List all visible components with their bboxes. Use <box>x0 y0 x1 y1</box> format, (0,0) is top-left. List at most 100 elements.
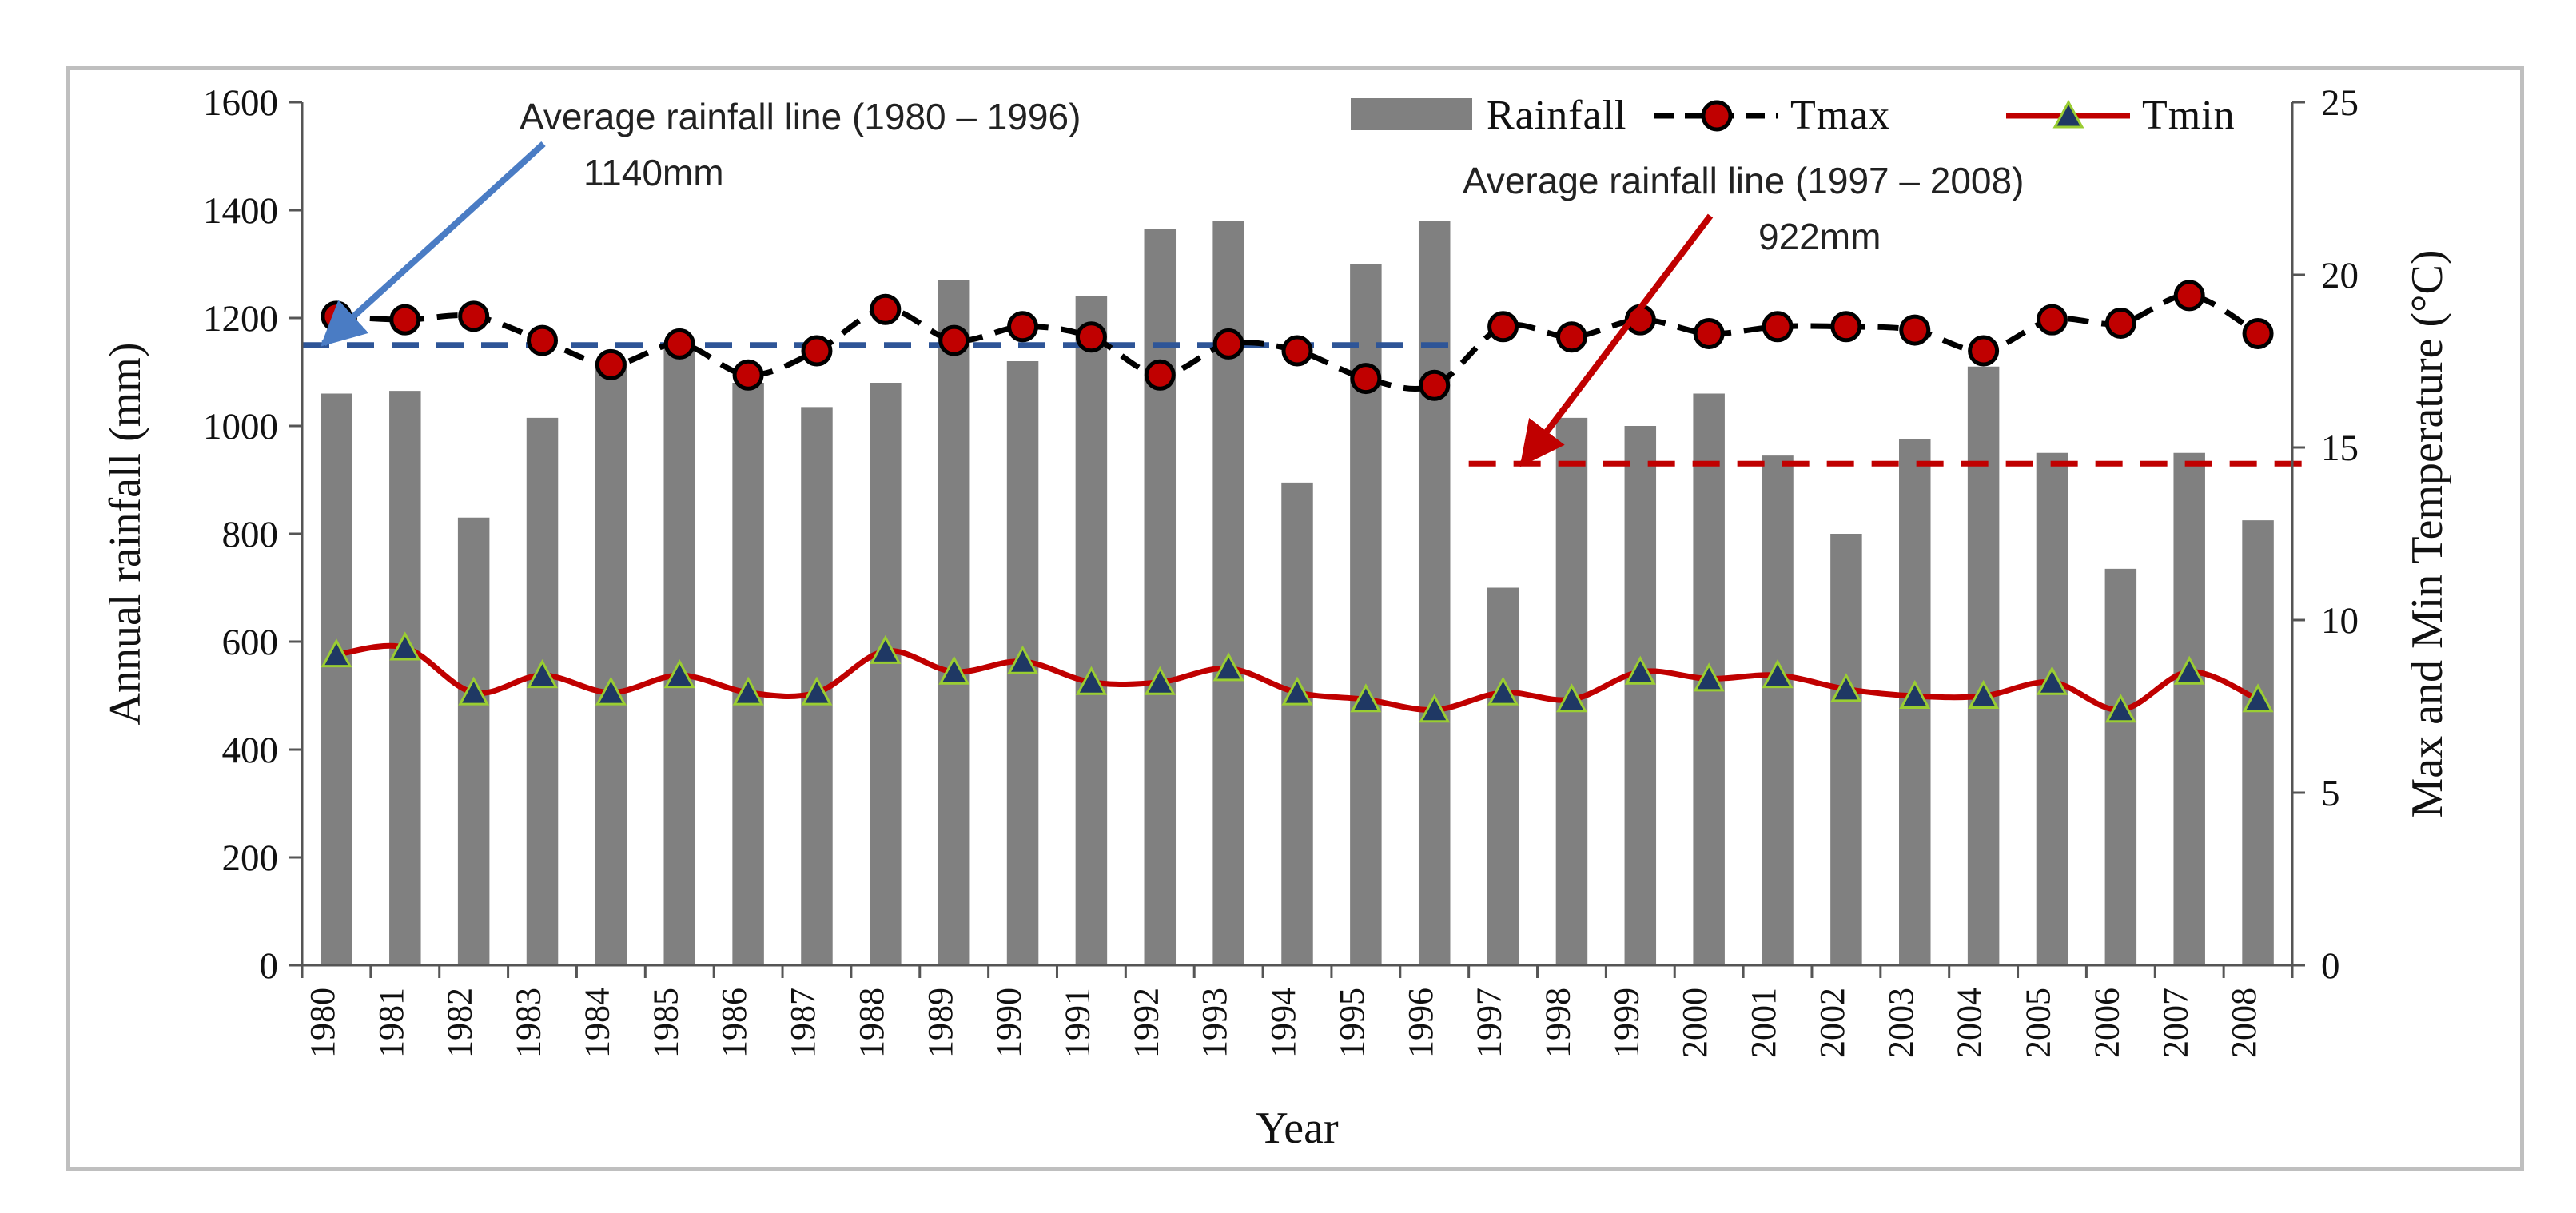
rainfall-bar <box>870 383 902 965</box>
x-tick-label: 2006 <box>2087 988 2126 1058</box>
rainfall-bar <box>457 517 490 965</box>
tmax-point <box>2173 280 2205 312</box>
tmax-point <box>1762 311 1794 343</box>
x-tick-label: 1986 <box>715 988 754 1058</box>
x-tick-label: 1993 <box>1195 988 1234 1058</box>
tmin-point <box>801 676 833 706</box>
tmax-point <box>1075 321 1107 353</box>
tmin-point <box>1624 655 1656 685</box>
x-tick-label: 1989 <box>921 988 960 1058</box>
right-y-tick-label: 10 <box>2321 600 2359 642</box>
tmax-point <box>527 324 559 356</box>
left-y-tick-label: 1200 <box>203 298 278 340</box>
x-tick-label: 1985 <box>646 988 685 1058</box>
tmax-point <box>801 335 833 367</box>
tmax-point <box>595 348 627 380</box>
x-tick-label: 2004 <box>1950 988 1989 1058</box>
x-tick-label: 1988 <box>852 988 891 1058</box>
tmax-point <box>389 304 421 336</box>
x-tick-label: 1991 <box>1057 988 1097 1058</box>
tmin-point <box>2104 694 2136 723</box>
tmin-point <box>2242 683 2274 713</box>
x-tick-label: 1987 <box>783 988 822 1058</box>
tmin-point <box>1555 683 1587 713</box>
right-y-axis-title: Max and Min Temperature (°C) <box>2403 249 2452 817</box>
rainfall-bar <box>321 393 352 965</box>
x-tick-label: 2000 <box>1675 988 1714 1058</box>
x-tick-label: 1983 <box>509 988 548 1058</box>
legend: Rainfall Tmax Tmin <box>1351 93 2236 138</box>
rainfall-bar <box>663 344 695 965</box>
rainfall-bar <box>1144 229 1177 965</box>
tmin-point <box>663 658 695 689</box>
rainfall-bar <box>1487 587 1519 965</box>
x-tick-label: 1998 <box>1539 988 1578 1058</box>
tmin-point <box>595 676 627 706</box>
annotations: Average rainfall line (1980 – 1996) 1140m… <box>320 96 2024 467</box>
tmax-point <box>663 328 695 360</box>
x-tick-label: 1995 <box>1332 988 1372 1058</box>
tmax-point <box>2036 304 2068 336</box>
left-y-tick-label: 600 <box>222 622 279 663</box>
rainfall-bar <box>1830 534 1862 965</box>
tmin-point <box>2036 666 2068 695</box>
tmax-point <box>1693 317 1725 349</box>
left-y-axis-title: Annual rainfall (mm) <box>101 343 150 726</box>
x-tick-label: 1996 <box>1401 988 1440 1058</box>
x-tick-label: 2003 <box>1881 988 1921 1058</box>
right-y-tick-label: 25 <box>2321 82 2359 124</box>
rainfall-bar <box>2173 452 2205 965</box>
tmin-point <box>1899 679 1931 709</box>
tmax-point <box>1419 369 1451 401</box>
left-y-tick-label: 0 <box>260 945 279 987</box>
rainfall-bar <box>2242 520 2274 965</box>
rainfall-bar <box>1418 221 1451 965</box>
tmax-point <box>1487 311 1519 343</box>
rainfall-bar <box>389 391 421 965</box>
legend-tmax-marker <box>1701 100 1733 132</box>
x-tick-label: 1980 <box>303 988 342 1058</box>
tmax-point <box>938 324 970 356</box>
tmin-point <box>1281 676 1313 706</box>
tmax-point <box>1281 335 1313 367</box>
tmax-point <box>1830 311 1862 343</box>
rainfall-bar <box>595 361 627 965</box>
rainfall-bars <box>321 221 2274 965</box>
x-tick-label: 1994 <box>1264 988 1303 1058</box>
tmax-point <box>1899 314 1931 346</box>
tmax-point <box>1968 335 2000 367</box>
tmin-point <box>458 676 490 706</box>
tmin-point <box>2173 655 2205 685</box>
legend-rainfall-swatch <box>1351 98 1472 130</box>
x-tick-label: 1981 <box>372 988 411 1058</box>
right-y-tick-label: 0 <box>2321 945 2340 987</box>
annotation-1-arrow <box>320 141 546 347</box>
annotation-2-title: Average rainfall line (1997 – 2008) <box>1463 160 2024 201</box>
tmin-point <box>1968 679 2000 709</box>
tmin-point <box>1830 673 1862 702</box>
legend-tmin-marker <box>2052 99 2084 129</box>
x-tick-label: 2007 <box>2156 988 2195 1058</box>
left-y-tick-label: 1400 <box>203 190 278 232</box>
legend-tmin-label: Tmin <box>2142 93 2236 138</box>
x-tick-label: 1999 <box>1607 988 1646 1058</box>
rainfall-bar <box>2036 452 2068 965</box>
rainfall-bar <box>1967 366 2000 965</box>
left-y-tick-label: 800 <box>222 514 279 555</box>
rainfall-bar <box>1281 482 1313 965</box>
tmin-point <box>321 638 352 668</box>
rainfall-bar <box>2104 568 2137 965</box>
rainfall-bar <box>1624 426 1657 965</box>
annotation-2-arrow <box>1519 213 1714 467</box>
tmax-point <box>2104 307 2136 339</box>
right-y-tick-label: 5 <box>2321 773 2340 814</box>
tmin-point <box>938 655 970 685</box>
annotation-2-value: 922mm <box>1758 216 1881 257</box>
tmin-point <box>1007 645 1039 674</box>
tmin-point <box>1762 658 1794 689</box>
tmin-point <box>1350 683 1382 713</box>
tmin-point <box>870 634 902 664</box>
rainfall-bar <box>1075 296 1108 965</box>
x-tick-label: 1992 <box>1126 988 1165 1058</box>
